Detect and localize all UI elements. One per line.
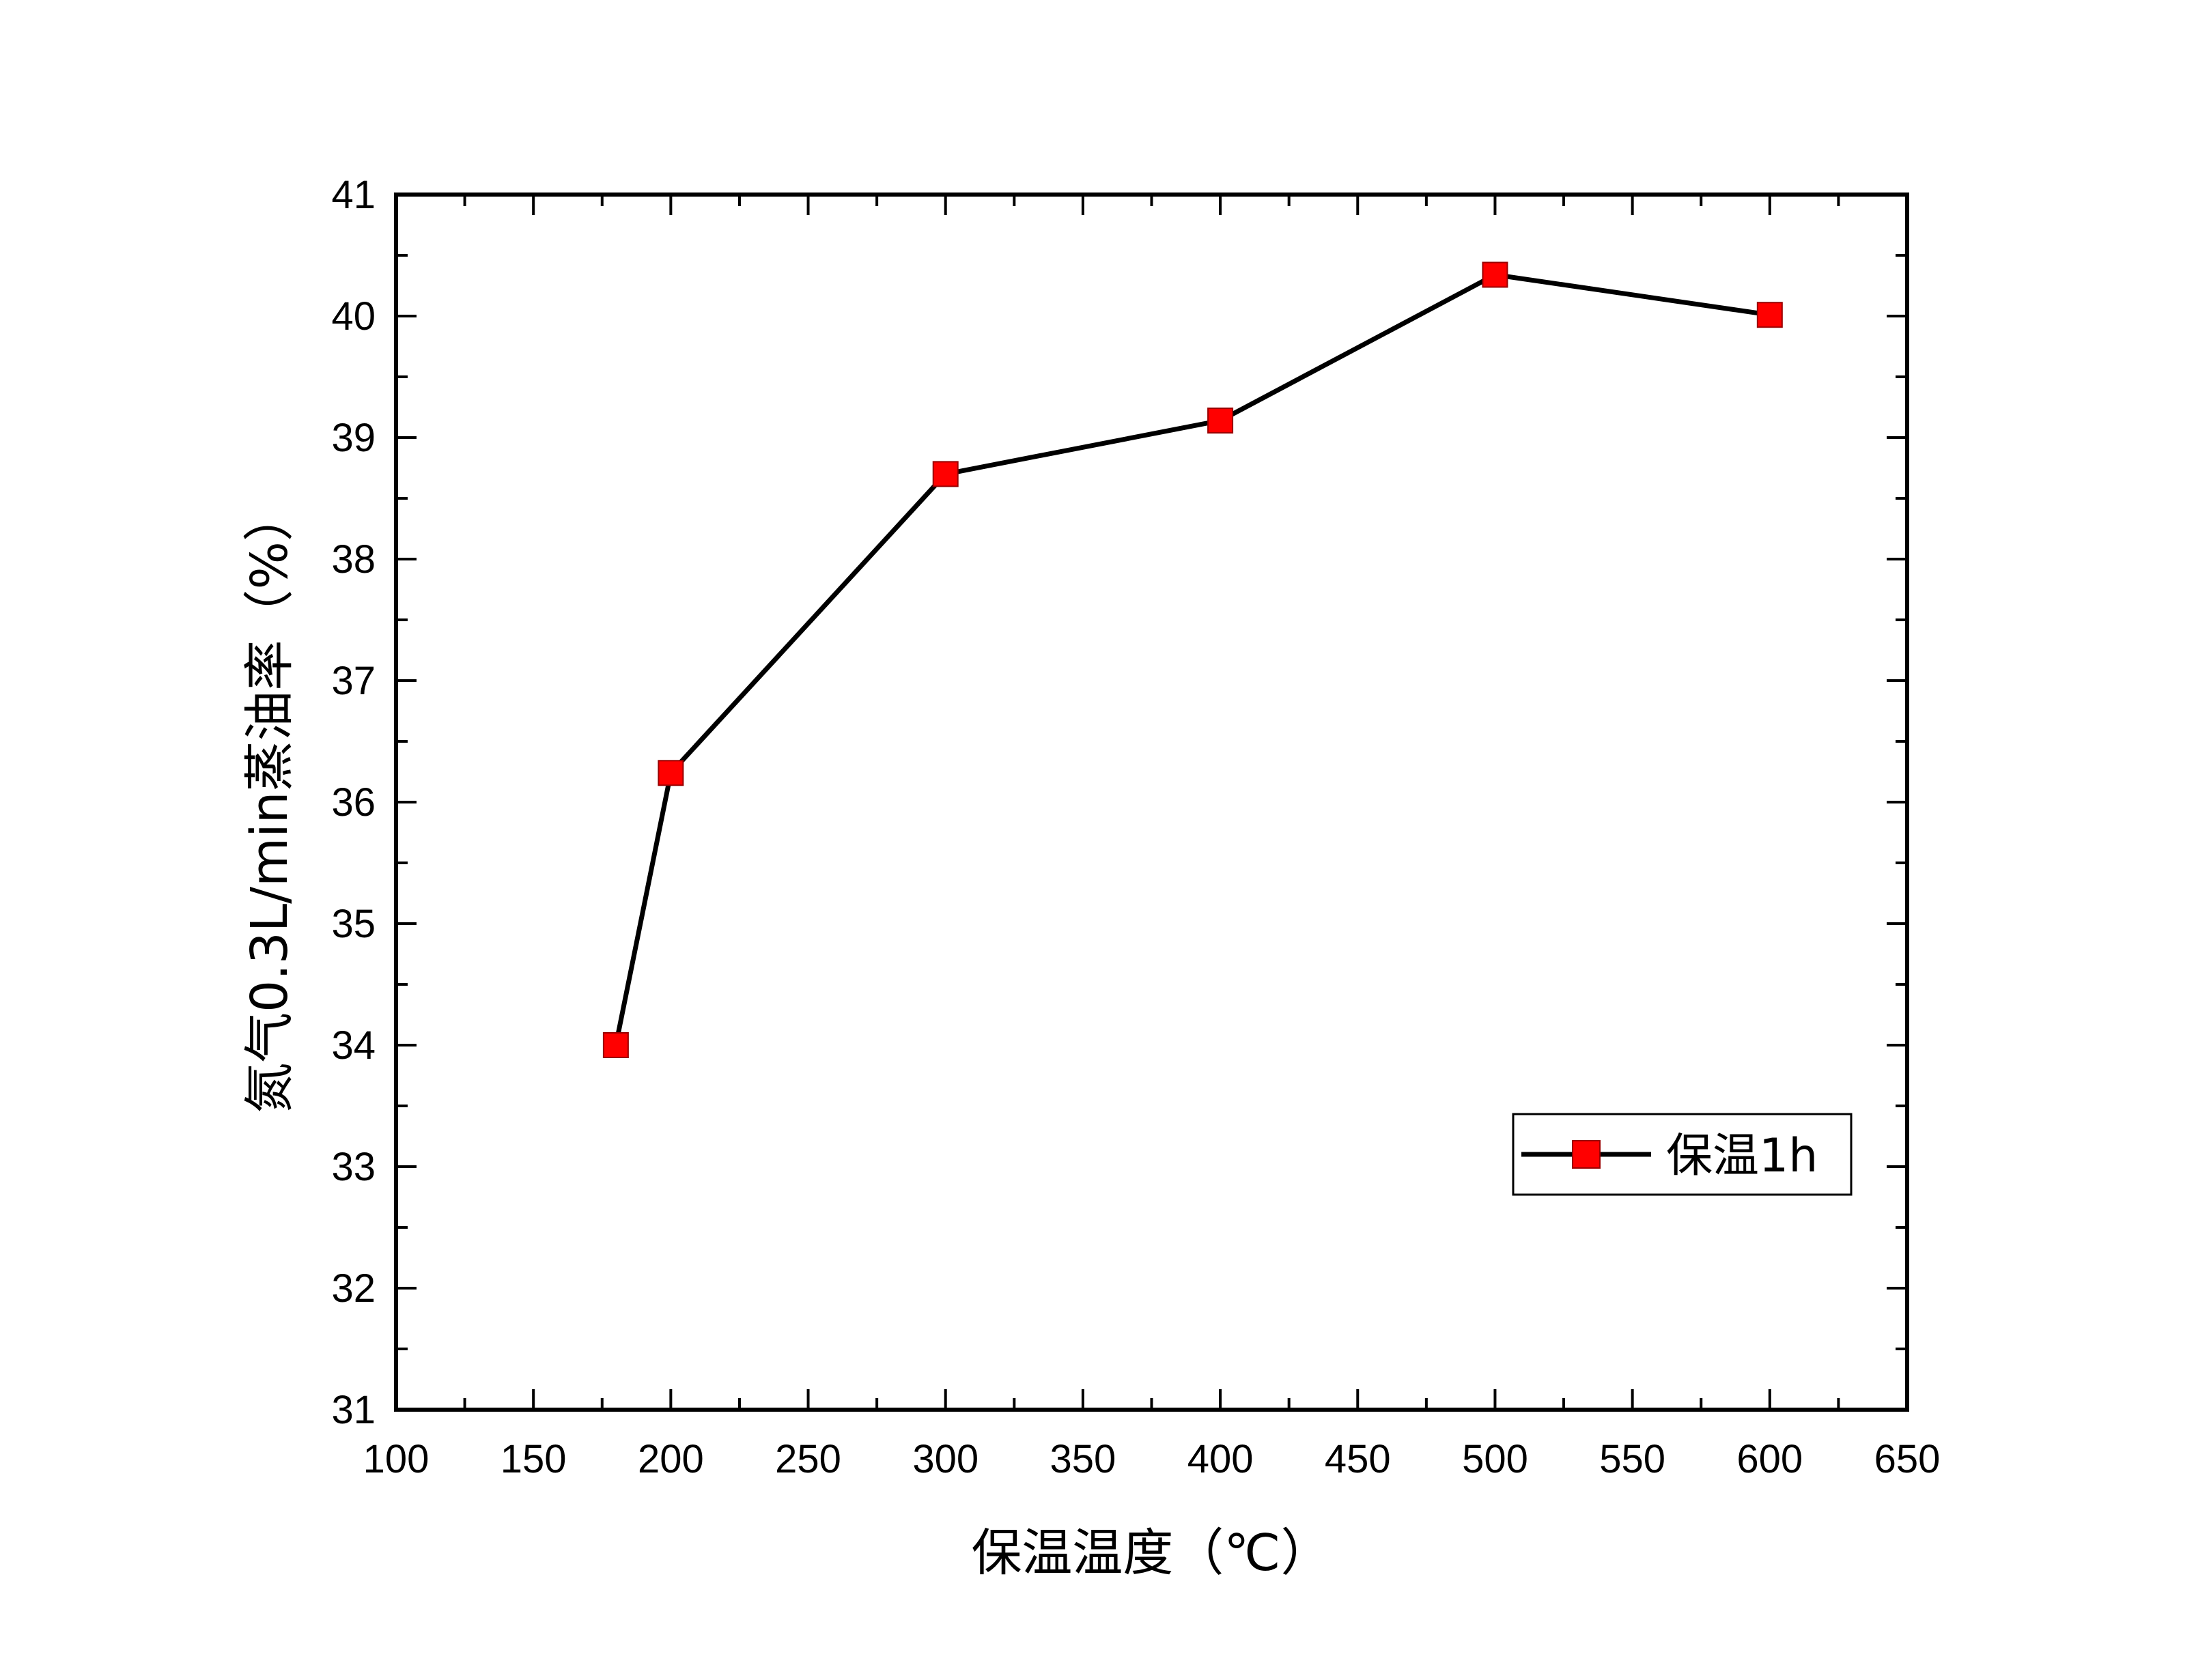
x-tick-label: 400 — [1187, 1437, 1254, 1481]
y-tick-label: 33 — [331, 1145, 376, 1189]
y-tick-label: 40 — [331, 294, 376, 339]
x-tick-label: 600 — [1736, 1437, 1803, 1481]
legend: 保温1h — [1512, 1113, 1853, 1196]
y-tick-label: 35 — [331, 902, 376, 946]
data-point — [932, 461, 959, 487]
y-axis-title: 氮气0.3L/min蒸油率（%） — [240, 491, 299, 1113]
y-tick-label: 39 — [331, 416, 376, 460]
x-tick-label: 300 — [912, 1437, 979, 1481]
x-tick-label: 350 — [1050, 1437, 1116, 1481]
legend-marker-sample — [1572, 1140, 1601, 1169]
y-tick-label: 37 — [331, 659, 376, 703]
data-point — [1756, 302, 1783, 328]
plot-frame — [394, 193, 1909, 1412]
x-tick-label: 650 — [1874, 1437, 1941, 1481]
x-tick-label: 200 — [638, 1437, 704, 1481]
y-tick-label: 36 — [331, 780, 376, 825]
y-tick-label: 31 — [331, 1388, 376, 1432]
series-layer — [602, 261, 1783, 1058]
axis-ticks — [395, 193, 1909, 1411]
legend-box — [1512, 1113, 1853, 1196]
x-tick-label: 500 — [1462, 1437, 1528, 1481]
data-point — [602, 1032, 629, 1058]
y-tick-label: 32 — [331, 1266, 376, 1311]
data-point — [1482, 261, 1508, 288]
y-tick-label: 41 — [331, 173, 376, 217]
legend-entry-label: 保温1h — [1666, 1129, 1818, 1183]
x-tick-label: 550 — [1599, 1437, 1665, 1481]
x-tick-label: 150 — [501, 1437, 567, 1481]
y-tick-label: 38 — [331, 537, 376, 582]
x-tick-label: 450 — [1325, 1437, 1391, 1481]
tick-labels: 100 150 200 250 300 350 400 450 500 550 600 650 31 32… — [331, 173, 1940, 1481]
data-point — [1207, 408, 1234, 434]
series-line — [613, 272, 1771, 1046]
x-axis-title: 保温温度（℃） — [971, 1524, 1331, 1582]
x-tick-label: 250 — [775, 1437, 841, 1481]
y-tick-label: 34 — [331, 1023, 376, 1068]
data-point — [658, 760, 684, 786]
x-tick-label: 100 — [363, 1437, 430, 1481]
